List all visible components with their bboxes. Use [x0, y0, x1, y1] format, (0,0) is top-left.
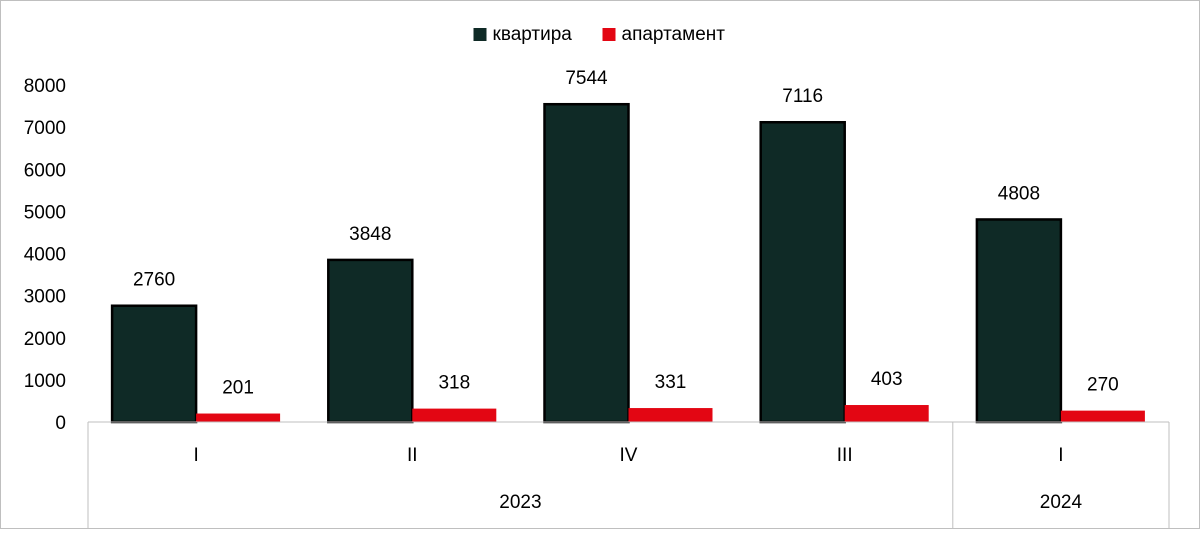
bar-kvartira [759, 120, 846, 424]
y-tick-label: 0 [55, 413, 66, 434]
bar-apartament [196, 413, 281, 422]
x-tick-label: II [407, 445, 418, 466]
bar-kvartira [543, 102, 630, 424]
data-label: 403 [871, 369, 903, 390]
x-tick-label: I [1058, 445, 1063, 466]
data-label: 3848 [349, 224, 391, 245]
y-tick-label: 3000 [24, 287, 66, 308]
bar-kvartira [327, 258, 414, 424]
legend-swatch [473, 28, 487, 41]
data-label: 7116 [782, 86, 823, 107]
y-tick-label: 8000 [24, 76, 66, 97]
data-label: 331 [655, 372, 687, 393]
x-tick-label: IV [620, 445, 638, 466]
y-tick-label: 5000 [24, 202, 66, 223]
y-tick-label: 4000 [24, 245, 66, 266]
group-label: 2024 [1040, 492, 1083, 513]
y-tick-label: 6000 [24, 160, 66, 181]
y-tick-label: 7000 [24, 118, 66, 139]
y-tick-label: 1000 [24, 371, 66, 392]
data-label: 318 [438, 373, 470, 394]
data-label: 7544 [565, 68, 608, 89]
x-tick-label: I [193, 445, 198, 466]
legend-swatch [602, 28, 616, 41]
data-label: 270 [1087, 375, 1119, 396]
bar-apartament [412, 408, 497, 422]
data-label: 2760 [133, 270, 175, 291]
group-label: 2023 [499, 492, 541, 513]
data-label: 4808 [998, 183, 1040, 204]
y-tick-label: 2000 [24, 329, 66, 350]
x-tick-label: III [837, 445, 853, 466]
bar-kvartira [975, 218, 1063, 424]
bar-apartament [1060, 410, 1145, 422]
bar-apartament [844, 405, 929, 422]
bar-apartament [628, 408, 713, 422]
data-label: 201 [222, 378, 254, 399]
legend-label: апартамент [622, 24, 726, 45]
legend-label: квартира [493, 24, 573, 45]
bar-kvartira [110, 304, 198, 424]
